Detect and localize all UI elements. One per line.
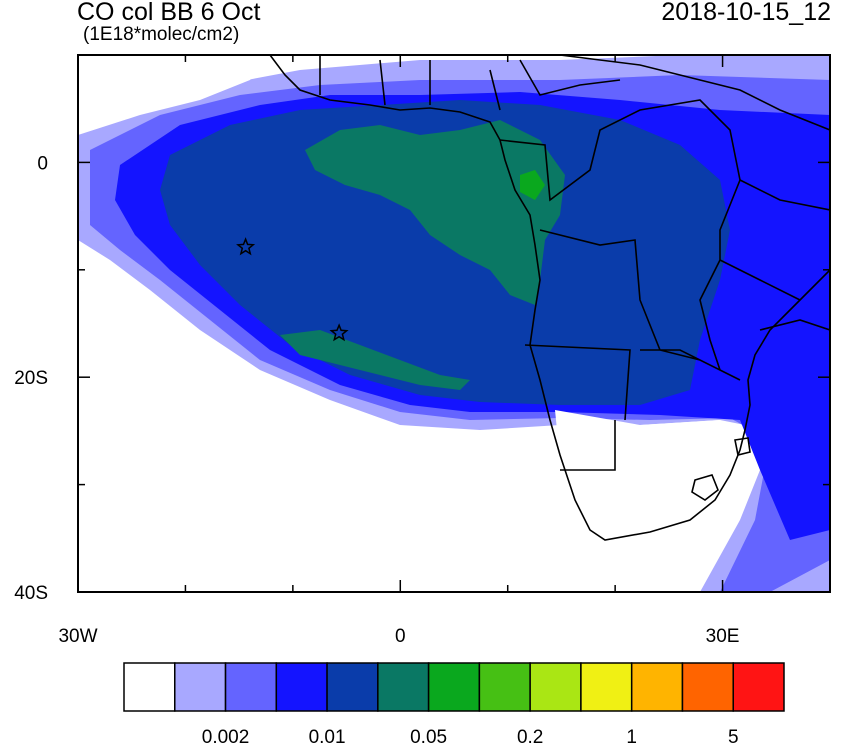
map-axes: 30W 0 30E 0 20S 40S xyxy=(14,54,831,647)
colorbar-swatch xyxy=(529,662,582,712)
y-tick-label: 0 xyxy=(37,153,48,174)
units-label: (1E18*molec/cm2) xyxy=(83,24,240,45)
x-tick-label: 30W xyxy=(58,626,97,647)
star-marker xyxy=(236,237,256,256)
colorbar-swatch xyxy=(478,662,531,712)
eswatini-border xyxy=(734,437,751,456)
colorbar-label: 0.2 xyxy=(517,727,543,747)
colorbar-swatch xyxy=(174,662,227,712)
colorbar-swatch xyxy=(326,662,379,712)
plume-level-4 xyxy=(160,100,730,405)
colorbar-label: 1 xyxy=(626,727,637,747)
colorbar-swatch xyxy=(123,662,176,712)
colorbar-label: 0.01 xyxy=(309,727,346,747)
colorbar-label: 0.002 xyxy=(202,727,250,747)
colorbar-swatch xyxy=(224,662,278,712)
colorbar: 0.002 0.01 0.05 0.2 1 5 xyxy=(123,662,785,747)
central-africa-borders xyxy=(499,99,741,471)
plume-level-6 xyxy=(520,170,545,200)
clear-region-northern-atlantic xyxy=(78,55,270,135)
y-tick-label: 20S xyxy=(14,368,48,389)
colorbar-label: 5 xyxy=(728,727,739,747)
colorbar-swatch xyxy=(275,662,328,712)
x-tick-label: 30E xyxy=(706,626,740,647)
plume-level-5-south xyxy=(280,330,470,390)
y-tick-label: 40S xyxy=(14,583,48,604)
map-title: CO col BB 6 Oct xyxy=(77,0,261,26)
colorbar-swatch xyxy=(630,662,684,712)
colorbar-label: 0.05 xyxy=(410,727,447,747)
x-tick-label: 0 xyxy=(395,626,406,647)
west-africa-coastline xyxy=(269,55,830,541)
colorbar-swatch xyxy=(427,662,481,712)
co-concentration-field xyxy=(78,55,830,592)
clear-region-southern-africa xyxy=(555,410,745,540)
colorbar-swatch xyxy=(580,662,633,712)
colorbar-swatch xyxy=(732,662,785,712)
lesotho-border xyxy=(691,474,719,501)
map-frame xyxy=(77,54,831,593)
east-africa-borders xyxy=(559,55,830,331)
timestamp: 2018-10-15_12 xyxy=(661,0,831,26)
colorbar-swatch xyxy=(377,662,430,712)
site-markers xyxy=(236,237,349,342)
plume-level-5 xyxy=(305,120,565,305)
colorbar-swatch xyxy=(681,662,734,712)
country-borders xyxy=(269,55,830,541)
star-marker xyxy=(329,323,349,342)
gulf-of-guinea-land xyxy=(319,55,621,111)
